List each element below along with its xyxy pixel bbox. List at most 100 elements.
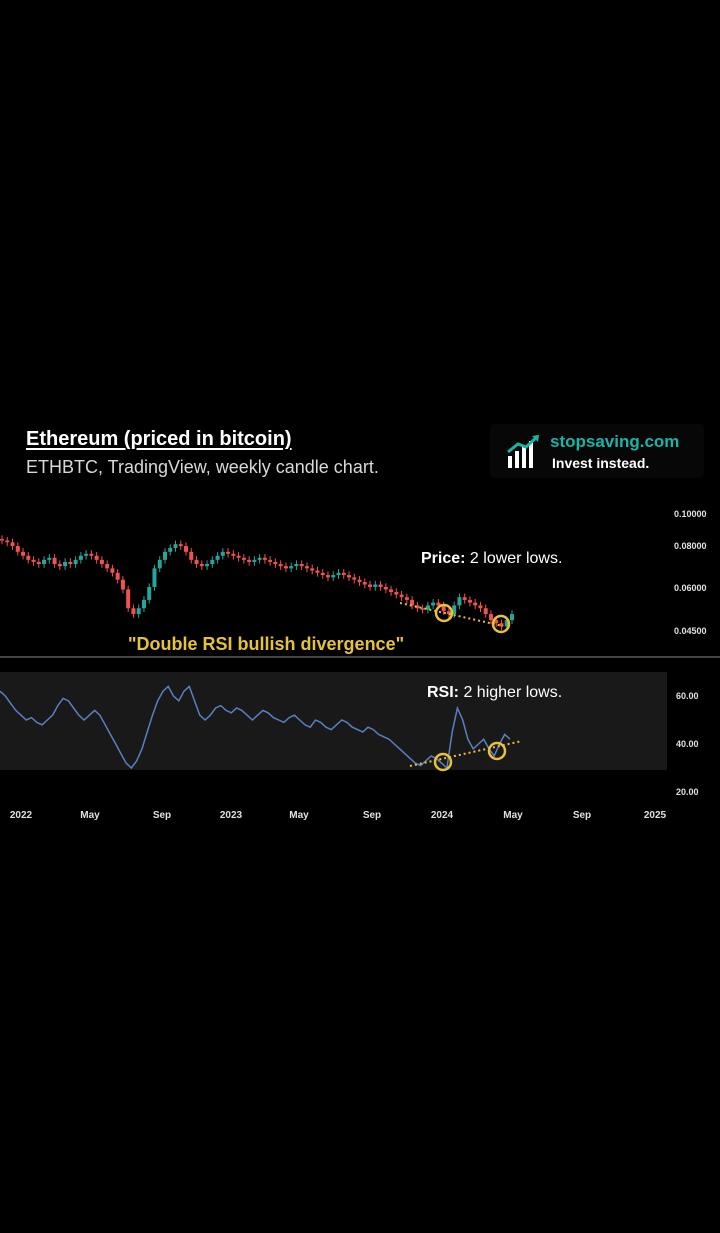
candle-body bbox=[5, 540, 10, 543]
candle-body bbox=[168, 547, 173, 552]
candle-body bbox=[325, 575, 330, 578]
rsi-line bbox=[0, 685, 511, 770]
candle-body bbox=[236, 555, 241, 558]
candle-body bbox=[352, 577, 357, 580]
price-y-axis: 0.10000 0.08000 0.06000 0.04500 bbox=[674, 509, 707, 636]
candle-body bbox=[415, 605, 420, 609]
candle-body bbox=[389, 589, 394, 593]
rsi-band bbox=[0, 672, 667, 770]
candle-body bbox=[152, 568, 157, 587]
candle-body bbox=[0, 539, 4, 541]
x-axis: 2022 May Sep 2023 May Sep 2024 May Sep 2025 bbox=[10, 810, 667, 821]
candle-body bbox=[205, 564, 210, 567]
candle-body bbox=[499, 623, 504, 627]
candle-body bbox=[120, 579, 125, 590]
candle-body bbox=[10, 542, 15, 547]
price-y-tick: 0.08000 bbox=[674, 541, 707, 551]
price-y-tick: 0.06000 bbox=[674, 583, 707, 593]
candle-body bbox=[189, 551, 194, 560]
candle-body bbox=[257, 557, 262, 560]
candle-body bbox=[131, 608, 136, 615]
candle-body bbox=[336, 572, 341, 576]
rsi-y-tick: 20.00 bbox=[676, 787, 699, 797]
candle-body bbox=[362, 582, 367, 585]
candle-body bbox=[15, 546, 20, 552]
candle-body bbox=[357, 579, 362, 583]
rsi-low-circle-1 bbox=[433, 752, 453, 772]
candle-body bbox=[488, 614, 493, 621]
price-candles bbox=[0, 535, 514, 631]
candle-body bbox=[26, 555, 31, 560]
rsi-annotation-label: RSI: bbox=[427, 684, 459, 701]
x-tick: Sep bbox=[153, 810, 171, 821]
x-tick: May bbox=[503, 810, 523, 821]
candle-body bbox=[268, 559, 273, 562]
chart-title: Ethereum (priced in bitcoin) bbox=[26, 428, 292, 450]
brand-badge[interactable]: stopsaving.com Invest instead. bbox=[490, 424, 704, 478]
candle-body bbox=[394, 592, 399, 595]
x-tick: Sep bbox=[363, 810, 381, 821]
price-annotation-label: Price: bbox=[421, 550, 466, 567]
candle-body bbox=[78, 555, 83, 560]
candle-body bbox=[173, 544, 178, 548]
candle-body bbox=[162, 551, 167, 560]
candle-body bbox=[231, 553, 236, 556]
candle-body bbox=[294, 564, 299, 567]
x-tick: 2024 bbox=[431, 810, 454, 821]
candle-body bbox=[252, 559, 257, 562]
candle-body bbox=[99, 559, 104, 565]
candle-body bbox=[157, 559, 162, 569]
divergence-annotation: "Double RSI bullish divergence" bbox=[128, 634, 405, 654]
candle-body bbox=[347, 575, 352, 578]
candle-body bbox=[425, 605, 430, 610]
candle-body bbox=[410, 599, 415, 606]
bar-chart-logo-icon bbox=[507, 434, 540, 468]
candle-body bbox=[63, 561, 68, 567]
candle-body bbox=[57, 564, 62, 567]
candle-body bbox=[462, 597, 467, 600]
candle-body bbox=[262, 557, 267, 560]
candle-body bbox=[94, 555, 99, 560]
x-tick: May bbox=[289, 810, 309, 821]
rsi-annotation-text: 2 higher lows. bbox=[463, 684, 563, 701]
x-tick: 2022 bbox=[10, 810, 33, 821]
candle-body bbox=[331, 575, 336, 578]
rsi-y-tick: 60.00 bbox=[676, 691, 699, 701]
candle-body bbox=[431, 602, 436, 606]
candle-body bbox=[289, 566, 294, 569]
candle-body bbox=[504, 620, 509, 627]
x-tick: Sep bbox=[573, 810, 591, 821]
rsi-y-axis: 60.00 40.00 20.00 bbox=[676, 691, 699, 797]
candle-body bbox=[383, 586, 388, 590]
candle-body bbox=[483, 608, 488, 615]
candle-body bbox=[247, 559, 252, 562]
rsi-annotation: RSI: 2 higher lows. bbox=[427, 684, 562, 702]
candle-body bbox=[299, 564, 304, 567]
candle-body bbox=[304, 566, 309, 569]
candle-body bbox=[21, 551, 26, 556]
candle-body bbox=[341, 572, 346, 576]
candle-body bbox=[73, 559, 78, 565]
candle-body bbox=[315, 570, 320, 573]
ethbtc-chart: 0.10000 0.08000 0.06000 0.04500 60.00 40.00 2… bbox=[0, 509, 720, 821]
candle-body bbox=[110, 568, 115, 573]
candle-body bbox=[283, 566, 288, 569]
x-tick: 2023 bbox=[220, 810, 243, 821]
candle-body bbox=[320, 572, 325, 576]
candle-body bbox=[441, 605, 446, 612]
price-low-circle-1 bbox=[434, 603, 454, 623]
chart-subtitle: ETHBTC, TradingView, weekly candle chart… bbox=[26, 457, 379, 477]
candle-body bbox=[273, 561, 278, 565]
brand-name: stopsaving.com bbox=[550, 432, 680, 451]
candle-body bbox=[404, 597, 409, 600]
candle-body bbox=[241, 557, 246, 560]
candle-body bbox=[226, 551, 231, 554]
candle-body bbox=[478, 605, 483, 609]
x-tick: May bbox=[80, 810, 100, 821]
price-annotation-text: 2 lower lows. bbox=[469, 550, 563, 567]
candle-body bbox=[436, 602, 441, 606]
candle-body bbox=[184, 546, 189, 552]
candle-body bbox=[446, 611, 451, 615]
candle-body bbox=[84, 553, 89, 556]
candle-body bbox=[47, 557, 52, 560]
